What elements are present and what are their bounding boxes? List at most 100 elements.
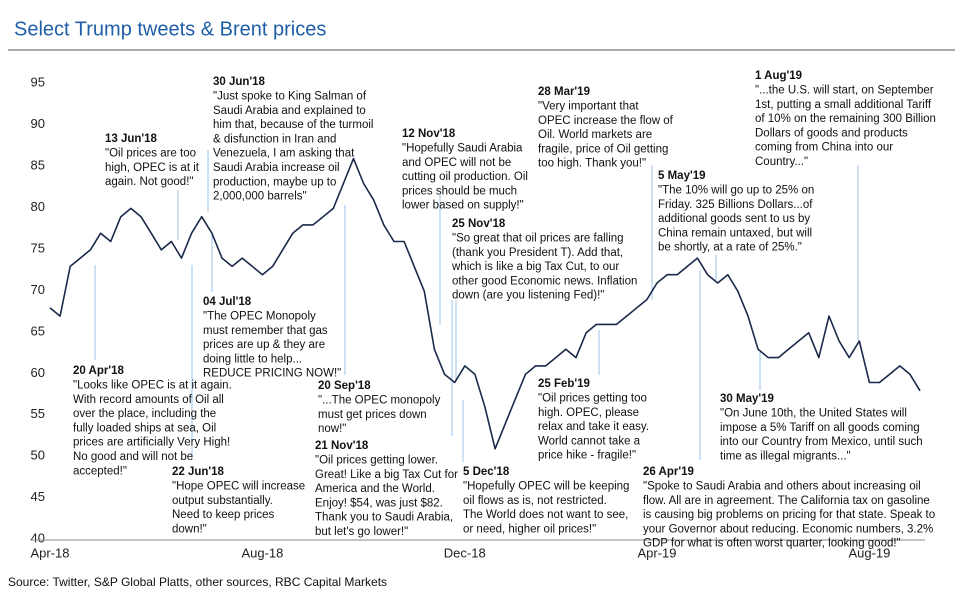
annotation-text: The World does not want to see, [463, 509, 628, 521]
annotation-text: "...The OPEC monopoly [318, 395, 441, 407]
x-tick-label: Aug-18 [241, 546, 283, 561]
annotation-text: must remember that gas [203, 325, 328, 337]
annotation-text: flow. All are in agreement. The Californ… [643, 495, 930, 507]
annotation-text: Friday. 325 Billions Dollars...of [658, 199, 813, 211]
annotation-text: coming from China into our [755, 142, 893, 154]
annotation-date: 22 Jun'18 [172, 466, 225, 478]
y-tick-label: 65 [31, 323, 45, 338]
annotation-text: be shortly, at a rate of 25%." [658, 242, 802, 254]
y-tick-label: 70 [31, 282, 45, 297]
annotation-text: Need to keep prices [172, 509, 275, 521]
annotation-text: price hike - fragile!" [538, 450, 636, 462]
annotation-text: With record amounts of Oil all [73, 394, 224, 406]
annotation-text: impose a 5% Tariff on all goods coming [720, 422, 920, 434]
y-tick-label: 90 [31, 116, 45, 131]
annotation-text: of 10% on the remaining 300 Billion [755, 113, 936, 125]
annotation-date: 5 May'19 [658, 170, 706, 182]
annotation-text: GDP for what is often worst quarter, loo… [643, 538, 901, 550]
annotation-text: "Looks like OPEC is at it again. [73, 380, 232, 392]
y-tick-label: 75 [31, 240, 45, 255]
annotation-text: "Hope OPEC will increase [172, 481, 305, 493]
annotation-text: "Hopefully Saudi Arabia [402, 143, 523, 155]
annotation-text: Dollars of goods and products [755, 127, 908, 139]
annotation-text: must get prices down [318, 409, 427, 421]
annotation-text: Saudi Arabia increase oil [213, 162, 340, 174]
annotation-text: too high. Thank you!" [538, 158, 646, 170]
y-tick-label: 95 [31, 75, 45, 90]
annotation-text: 2,000,000 barrels" [213, 191, 307, 203]
annotation-text: World cannot take a [538, 435, 641, 447]
annotation-text: time as illegal migrants..." [720, 450, 851, 462]
annotation-text: OPEC increase the flow of [538, 115, 674, 127]
annotation-text: which is like a big Tax Cut, to our [451, 261, 619, 273]
annotation-text: "...the U.S. will start, on September [755, 85, 934, 97]
annotation-text: "Oil prices are too [105, 148, 196, 160]
source: Source: Twitter, S&P Global Platts, othe… [8, 575, 387, 589]
annotation-text: "Oil prices getting too [538, 393, 647, 405]
chart-title: Select Trump tweets & Brent prices [14, 19, 326, 41]
annotation-text: doing little to help... [203, 353, 302, 365]
annotation-text: but let's go lower!" [315, 526, 408, 538]
annotation-text: America and the World. [315, 483, 435, 495]
annotation-text: Saudi Arabia and explained to [213, 105, 366, 117]
annotation-date: 25 Feb'19 [538, 378, 590, 390]
annotation-text: again. Not good!" [105, 176, 193, 188]
annotation-text: high. OPEC, please [538, 407, 639, 419]
annotation-text: high, OPEC is at it [105, 162, 200, 174]
annotation-text: now!" [318, 423, 346, 435]
annotation-text: into our Country from Mexico, until such [720, 436, 923, 448]
x-tick-label: Dec-18 [444, 546, 486, 561]
annotation-text: oil flows as is, not restricted. [463, 495, 607, 507]
y-tick-label: 60 [31, 365, 45, 380]
annotation-text: prices are artificially Very High! [73, 437, 230, 449]
annotation-text: (thank you President T). Add that, [452, 247, 623, 259]
annotation-text: "Spoke to Saudi Arabia and others about … [643, 481, 921, 493]
y-tick-label: 55 [31, 406, 45, 421]
y-tick-label: 85 [31, 158, 45, 173]
x-tick-label: Aug-19 [848, 546, 890, 561]
annotation-text: Enjoy! $54, was just $82. [315, 497, 443, 509]
annotation-text: "So great that oil prices are falling [452, 233, 624, 245]
y-tick-label: 50 [31, 448, 45, 463]
annotation-date: 12 Nov'18 [402, 128, 456, 140]
annotation-date: 25 Nov'18 [452, 218, 506, 230]
annotation-text: fully loaded ships at sea, Oil [73, 422, 216, 434]
annotation-date: 21 Nov'18 [315, 440, 369, 452]
annotation-date: 20 Sep'18 [318, 380, 371, 392]
annotation-text: relax and take it easy. [538, 421, 649, 433]
annotation-text: "Very important that [538, 101, 639, 113]
annotation-text: down!" [172, 523, 207, 535]
annotation-text: 1st, putting a small additional Tariff [755, 99, 932, 111]
annotation-text: REDUCE PRICING NOW!" [203, 368, 341, 380]
y-tick-label: 80 [31, 199, 45, 214]
annotation-text: Venezuela, I am asking that [213, 148, 355, 160]
annotation-date: 28 Mar'19 [538, 86, 590, 98]
annotation-text: Thank you to Saudi Arabia, [315, 512, 453, 524]
annotation-text: and OPEC will not be [402, 157, 511, 169]
annotation-text: over the place, including the [73, 408, 216, 420]
x-tick-label: Apr-19 [637, 546, 676, 561]
annotation-text: prices should be much [402, 185, 517, 197]
annotation-text: cutting oil production. Oil [402, 171, 528, 183]
price-line [49, 157, 921, 450]
annotation-text: "The OPEC Monopoly [203, 311, 316, 323]
annotation-text: is causing big problems on pricing for t… [643, 509, 935, 521]
annotation-date: 20 Apr'18 [73, 365, 124, 377]
annotation-text: prices are up & they are [203, 339, 325, 351]
annotation-text: "Hopefully OPEC will be keeping [463, 481, 629, 493]
annotation-date: 1 Aug'19 [755, 70, 802, 82]
annotation-text: "The 10% will go up to 25% on [658, 185, 814, 197]
annotation-text: down (are you listening Fed)!" [452, 290, 604, 302]
annotation-text: other good Economic news. Inflation [452, 275, 637, 287]
annotation-text: Country..." [755, 156, 808, 168]
annotation-date: 04 Jul'18 [203, 296, 252, 308]
annotation-text: output substantially. [172, 495, 273, 507]
annotation-text: or need, higher oil prices!" [463, 523, 596, 535]
annotation-text: "On June 10th, the United States will [720, 408, 907, 420]
annotation-text: your Governor about reducing. Economic n… [643, 523, 933, 535]
annotation-text: "Just spoke to King Salman of [213, 91, 367, 103]
annotation-text: him that, because of the turmoil [213, 119, 373, 131]
annotation-date: 26 Apr'19 [643, 466, 694, 478]
x-tick-label: Apr-18 [30, 546, 69, 561]
